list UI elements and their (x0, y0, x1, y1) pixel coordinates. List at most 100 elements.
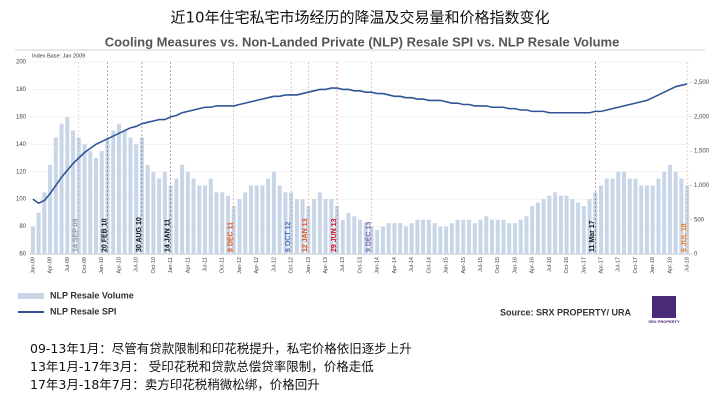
volume-bar (59, 123, 64, 254)
volume-bar (145, 164, 150, 254)
volume-bar (329, 199, 334, 254)
volume-bar (438, 226, 443, 254)
x-tick-label: Oct-15 (495, 257, 501, 274)
volume-bar (300, 199, 305, 254)
volume-bar (237, 199, 242, 254)
volume-bar (36, 212, 41, 254)
volume-bar (449, 223, 454, 254)
volume-bar (621, 171, 627, 254)
event-label: 12 JAN 13 (302, 218, 309, 252)
x-tick-label: Jul-10 (134, 257, 140, 272)
volume-bar (157, 178, 162, 254)
x-tick-label: Apr-16 (530, 257, 536, 274)
volume-bar (673, 171, 678, 254)
volume-bar (254, 185, 259, 254)
x-tick-label: Oct-14 (426, 257, 432, 274)
legend-label: NLP Resale SPI (50, 306, 116, 316)
event-label: 29 JUN 13 (331, 218, 338, 252)
event-label: 14 JAN 11 (164, 219, 171, 252)
x-tick-label: Jan-10 (99, 257, 105, 274)
y2-tick-label: 500 (694, 217, 705, 223)
volume-bar (599, 185, 604, 254)
volume-bar (604, 178, 609, 254)
volume-bar (558, 195, 563, 254)
volume-bar (277, 185, 282, 254)
volume-bar (564, 195, 569, 254)
event-label: 20 FEB 10 (101, 218, 108, 252)
logo-text: SRX PROPERTY (648, 319, 680, 324)
volume-bar (484, 216, 489, 254)
volume-bar (444, 226, 449, 254)
volume-bar (340, 219, 345, 254)
volume-bar (375, 230, 380, 254)
y2-tick-label: 2,000 (694, 114, 710, 120)
volume-bar (312, 199, 317, 254)
volume-bar (99, 151, 104, 254)
volume-bar (415, 219, 420, 254)
page-header: 近10年住宅私宅市场经历的降温及交易量和价格指数变化 (170, 9, 549, 27)
volume-bar (409, 223, 414, 254)
volume-bar (541, 199, 546, 254)
volume-bar (151, 171, 156, 254)
x-tick-label: Jul-18 (685, 257, 691, 272)
volume-bar (380, 226, 385, 254)
volume-bar (122, 130, 127, 254)
volume-bar (317, 192, 322, 254)
volume-bar (323, 199, 328, 254)
x-tick-label: Jan-11 (168, 257, 174, 273)
volume-bar (639, 185, 644, 254)
volume-bar (403, 226, 408, 254)
event-label: 30 AUG 10 (136, 217, 143, 252)
x-tick-label: Apr-14 (392, 257, 398, 274)
x-tick-label: Jul-11 (202, 257, 208, 272)
volume-bar (260, 185, 265, 254)
volume-bar (507, 223, 512, 254)
x-tick-label: Jul-14 (409, 257, 415, 272)
volume-bar (271, 171, 276, 254)
volume-bar (432, 223, 437, 254)
volume-bar (644, 185, 649, 254)
volume-bar (553, 192, 558, 254)
volume-bar (185, 171, 190, 254)
volume-bar (203, 185, 208, 254)
volume-bar (392, 223, 397, 254)
volume-bar (461, 219, 466, 254)
note: 13年1月-17年3月： 受印花税和贷款总偿贷率限制，价格走低 (30, 359, 374, 374)
x-tick-label: Apr-09 (48, 257, 54, 274)
x-tick-label: Jan-13 (306, 257, 312, 274)
volume-bar (128, 137, 133, 254)
volume-bar (610, 178, 615, 254)
volume-bar (48, 164, 53, 254)
volume-bar (426, 219, 431, 254)
x-tick-label: Apr-10 (116, 257, 122, 274)
event-label: 9 DEC 13 (365, 222, 372, 252)
volume-bar (266, 178, 271, 254)
y-tick-label: 140 (16, 142, 27, 148)
y-tick-label: 60 (19, 252, 26, 258)
volume-bar (197, 185, 202, 254)
x-tick-label: Oct-10 (151, 257, 157, 274)
x-tick-label: Oct-17 (633, 257, 639, 274)
volume-bar (530, 206, 535, 254)
x-tick-label: Jan-16 (512, 257, 518, 274)
x-tick-label: Apr-17 (598, 257, 604, 274)
volume-bar (386, 223, 391, 254)
event-label: 11 Mar 17 (589, 220, 596, 252)
note: 09-13年1月：尽管有贷款限制和印花税提升，私宅价格依旧逐步上升 (30, 341, 412, 356)
volume-bar (662, 171, 667, 254)
volume-bar (616, 171, 621, 254)
x-tick-label: Jul-16 (547, 257, 553, 272)
legend-swatch (18, 293, 44, 299)
y-tick-label: 80 (19, 224, 26, 230)
y2-tick-label: 1,500 (694, 149, 710, 155)
volume-bar (512, 223, 517, 254)
volume-bar (248, 185, 253, 254)
x-tick-label: Jan-17 (581, 257, 587, 274)
spi-line (32, 83, 688, 205)
volume-bar (214, 192, 219, 254)
volume-bar (82, 144, 87, 254)
y-tick-label: 180 (16, 87, 27, 93)
volume-bar (495, 219, 500, 254)
x-tick-label: Apr-15 (461, 257, 467, 274)
